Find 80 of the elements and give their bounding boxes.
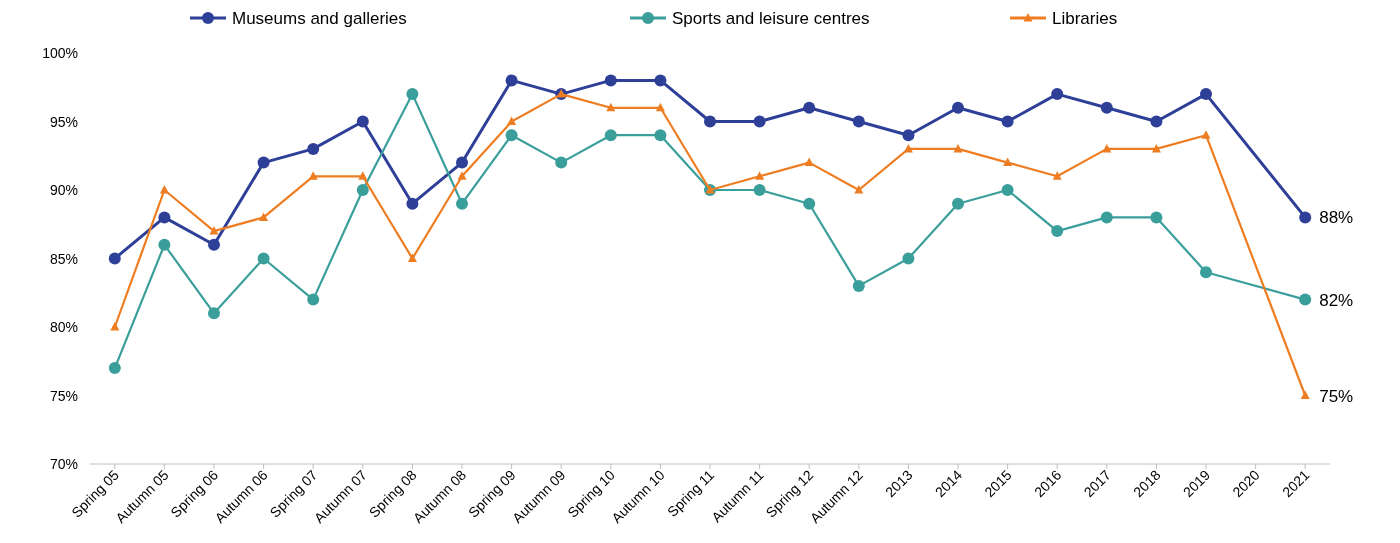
point <box>505 74 518 87</box>
point <box>505 129 518 142</box>
legend-label: Museums and galleries <box>232 9 407 28</box>
point <box>1100 211 1113 224</box>
point <box>356 184 369 196</box>
data-label: 75% <box>1319 386 1354 406</box>
point <box>110 322 120 331</box>
point <box>209 226 219 235</box>
point <box>259 212 269 221</box>
point <box>952 197 964 210</box>
point <box>755 171 765 180</box>
point <box>1151 143 1161 153</box>
point <box>158 238 171 251</box>
legend-label: Sports and leisure centres <box>672 9 870 28</box>
point <box>208 238 220 251</box>
point <box>159 185 169 194</box>
point <box>952 101 964 114</box>
y-tick-label: 70% <box>49 456 78 472</box>
point <box>654 129 667 142</box>
point <box>1299 293 1312 306</box>
point <box>1300 390 1310 399</box>
point <box>1052 171 1062 180</box>
point <box>356 115 369 128</box>
y-tick-label: 80% <box>49 319 78 335</box>
point <box>604 129 617 142</box>
y-tick-label: 75% <box>49 387 78 404</box>
point <box>406 197 419 210</box>
point <box>655 102 665 112</box>
point <box>852 115 865 128</box>
point <box>854 185 864 194</box>
point <box>1200 266 1212 279</box>
point <box>456 197 468 210</box>
point <box>358 171 368 180</box>
point <box>1051 225 1064 238</box>
point <box>1150 211 1163 224</box>
y-tick-label: 85% <box>49 250 78 267</box>
point <box>257 156 270 169</box>
point <box>852 279 865 292</box>
point <box>108 362 121 375</box>
point <box>1201 130 1211 139</box>
point <box>407 253 417 262</box>
y-tick-label: 95% <box>49 113 78 130</box>
point <box>902 252 915 265</box>
point <box>406 88 419 101</box>
legend-label: Libraries <box>1052 9 1118 28</box>
point <box>308 171 318 180</box>
point <box>902 129 915 142</box>
point <box>456 156 468 169</box>
point <box>1102 143 1112 153</box>
point <box>654 74 667 87</box>
y-tick-label: 90% <box>49 182 78 198</box>
point <box>1003 157 1013 167</box>
point <box>457 171 467 180</box>
point <box>1051 88 1064 101</box>
point <box>108 252 121 265</box>
point <box>555 156 568 169</box>
point <box>208 307 220 320</box>
point <box>753 115 766 128</box>
point <box>604 74 617 87</box>
point <box>257 252 270 265</box>
point <box>1001 115 1014 128</box>
point <box>158 211 171 224</box>
point <box>804 157 814 167</box>
point <box>1299 211 1312 224</box>
point <box>606 102 616 112</box>
point <box>803 101 816 114</box>
point <box>507 116 517 125</box>
y-tick-label: 100% <box>42 45 78 61</box>
point <box>307 142 320 155</box>
point <box>1200 88 1212 101</box>
point <box>803 197 816 210</box>
point <box>704 115 716 128</box>
point <box>1150 115 1163 128</box>
point <box>753 184 766 196</box>
point <box>1100 101 1113 114</box>
point <box>307 293 320 306</box>
point <box>1001 184 1014 196</box>
data-label: 88% <box>1319 208 1354 228</box>
data-label: 82% <box>1319 290 1354 310</box>
point <box>903 143 913 153</box>
